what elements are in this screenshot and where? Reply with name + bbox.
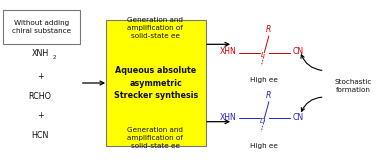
Text: +: + bbox=[37, 72, 43, 81]
Text: 2: 2 bbox=[53, 55, 56, 60]
Text: Aqueous absolute
asymmetric
Strecker synthesis: Aqueous absolute asymmetric Strecker syn… bbox=[114, 66, 198, 100]
Text: R: R bbox=[266, 25, 271, 34]
FancyBboxPatch shape bbox=[3, 10, 80, 44]
Text: High ee: High ee bbox=[250, 77, 278, 83]
Text: Without adding
chiral substance: Without adding chiral substance bbox=[12, 20, 71, 34]
Text: Stochastic
formation: Stochastic formation bbox=[334, 79, 372, 93]
Text: D: D bbox=[260, 118, 265, 124]
FancyBboxPatch shape bbox=[106, 20, 206, 146]
Text: CN: CN bbox=[293, 47, 304, 56]
Text: XNH: XNH bbox=[32, 49, 49, 58]
Text: +: + bbox=[37, 111, 43, 120]
Text: XHN: XHN bbox=[219, 113, 236, 122]
Text: High ee: High ee bbox=[250, 143, 278, 149]
Text: Generation and
amplification of
solid-state ee: Generation and amplification of solid-st… bbox=[127, 17, 183, 39]
Text: Generation and
amplification of
solid-state ee: Generation and amplification of solid-st… bbox=[127, 127, 183, 149]
Text: XHN: XHN bbox=[219, 47, 236, 56]
Text: RCHO: RCHO bbox=[29, 92, 52, 101]
Text: CN: CN bbox=[293, 113, 304, 122]
Text: L: L bbox=[260, 52, 264, 58]
Text: HCN: HCN bbox=[31, 131, 49, 140]
Text: R: R bbox=[266, 91, 271, 100]
